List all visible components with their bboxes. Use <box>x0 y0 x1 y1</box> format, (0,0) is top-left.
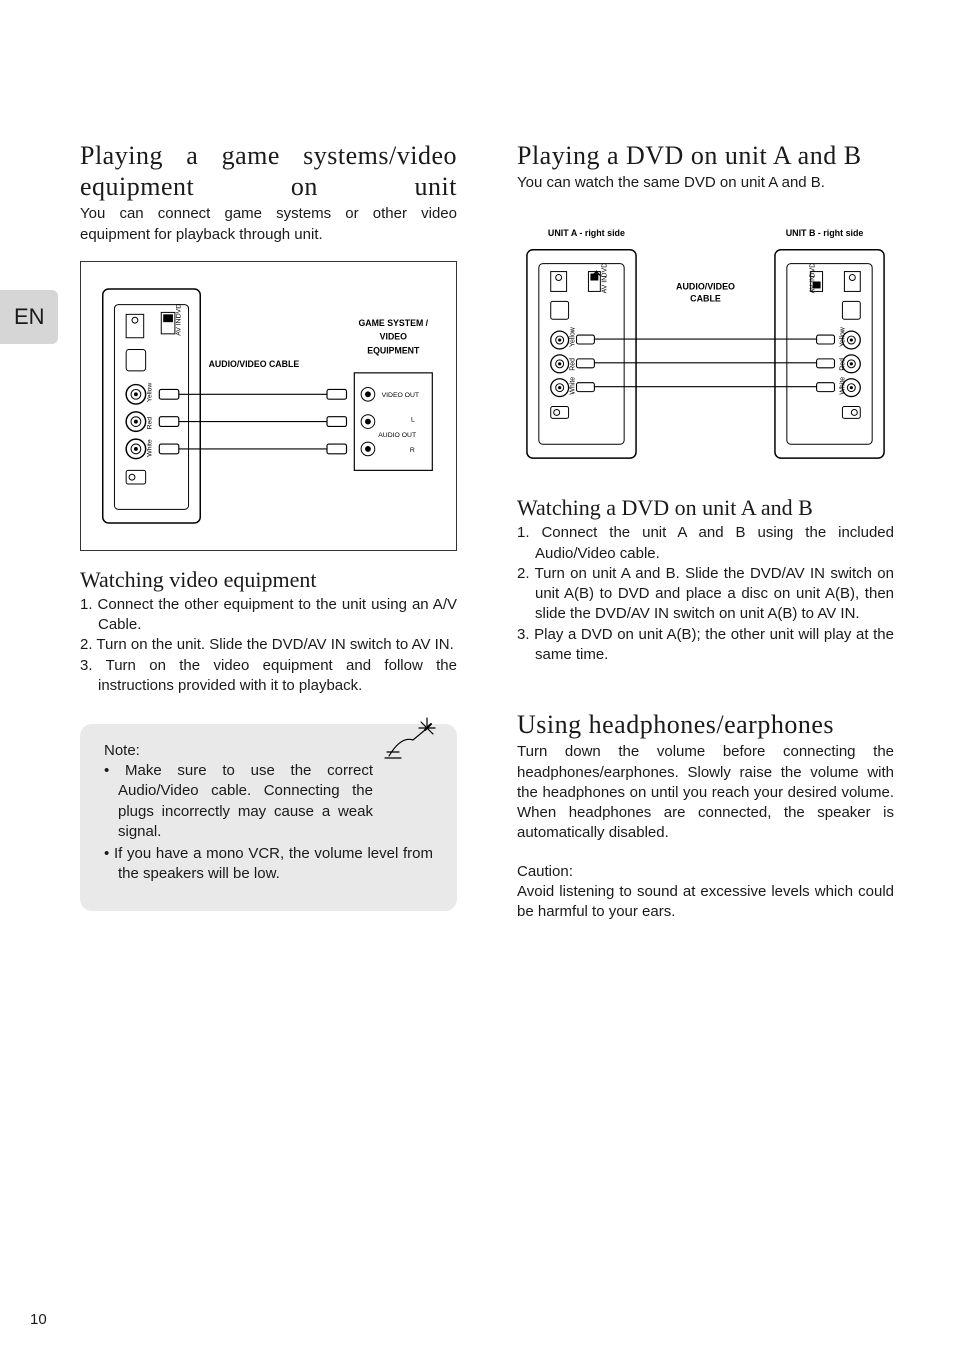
right-column: Playing a DVD on unit A and B You can wa… <box>517 140 894 922</box>
subsection-title-watching-dvd-ab: Watching a DVD on unit A and B <box>517 495 894 521</box>
caution-label: Caution: <box>517 862 894 882</box>
label-white: White <box>570 377 577 395</box>
note-item: If you have a mono VCR, the volume level… <box>104 844 433 885</box>
figure-unit-a-b-connection: UNIT A - right side UNIT B - right side … <box>517 209 894 479</box>
hand-writing-icon <box>381 716 437 764</box>
section-intro-dvd-ab: You can watch the same DVD on unit A and… <box>517 173 894 193</box>
step-item: Turn on unit A and B. Slide the DVD/AV I… <box>517 564 894 625</box>
label-yellow: Yellow <box>147 382 154 402</box>
step-item: Turn on the unit. Slide the DVD/AV IN sw… <box>80 635 457 655</box>
label-white: White <box>146 439 153 457</box>
step-item: Turn on the video equipment and follow t… <box>80 656 457 697</box>
section-title-game-systems: Playing a game systems/video equipment o… <box>80 140 457 202</box>
label-red: Red <box>570 358 577 371</box>
caution-body: Avoid listening to sound at excessive le… <box>517 882 894 923</box>
label-avin: AV IN <box>601 276 608 294</box>
label-dvd: DVD <box>176 304 183 318</box>
label-unit-b: UNIT B - right side <box>786 228 864 238</box>
note-box: Note: Make sure to use the correct Audio… <box>80 724 457 911</box>
label-red: Red <box>147 417 154 430</box>
label-unit-a: UNIT A - right side <box>548 228 625 238</box>
label-r: R <box>410 447 415 454</box>
steps-watching-video: Connect the other equipment to the unit … <box>80 595 457 696</box>
step-item: Connect the other equipment to the unit … <box>80 595 457 636</box>
label-audio-out: AUDIO OUT <box>378 432 416 439</box>
label-white-b: White <box>839 377 846 395</box>
label-dvd-b: DVD <box>810 263 817 278</box>
step-item: Connect the unit A and B using the inclu… <box>517 523 894 564</box>
label-game-system: GAME SYSTEM / <box>358 318 428 328</box>
label-avin-b: AV IN <box>810 276 817 294</box>
label-equipment: EQUIPMENT <box>367 345 420 355</box>
figure-game-system-connection: DVD AV IN Yellow Red White <box>80 261 457 551</box>
steps-watching-dvd-ab: Connect the unit A and B using the inclu… <box>517 523 894 665</box>
label-av-cable-ab: AUDIO/VIDEO <box>676 282 735 292</box>
section-title-dvd-ab: Playing a DVD on unit A and B <box>517 140 894 171</box>
section-intro-game-systems: You can connect game systems or other vi… <box>80 204 457 245</box>
step-item: Play a DVD on unit A(B); the other unit … <box>517 625 894 666</box>
subsection-title-watching-video: Watching video equipment <box>80 567 457 593</box>
label-yellow-b: Yellow <box>839 327 846 348</box>
label-dvd: DVD <box>601 263 608 278</box>
body-headphones: Turn down the volume before connecting t… <box>517 742 894 843</box>
left-column: Playing a game systems/video equipment o… <box>80 140 457 922</box>
note-item: Make sure to use the correct Audio/Video… <box>104 761 433 842</box>
section-title-headphones: Using headphones/earphones <box>517 709 894 740</box>
label-av-cable: AUDIO/VIDEO CABLE <box>209 359 300 369</box>
label-av-cable-ab2: CABLE <box>690 294 721 304</box>
label-video: VIDEO <box>380 332 407 342</box>
page-number: 10 <box>30 1311 47 1328</box>
label-red-b: Red <box>839 358 846 371</box>
page-columns: Playing a game systems/video equipment o… <box>80 140 894 922</box>
label-l: L <box>411 416 415 423</box>
note-list: Make sure to use the correct Audio/Video… <box>104 761 433 885</box>
language-tab: EN <box>0 290 58 344</box>
label-yellow: Yellow <box>570 327 577 348</box>
label-avin: AV IN <box>176 318 183 335</box>
label-video-out: VIDEO OUT <box>382 392 419 399</box>
